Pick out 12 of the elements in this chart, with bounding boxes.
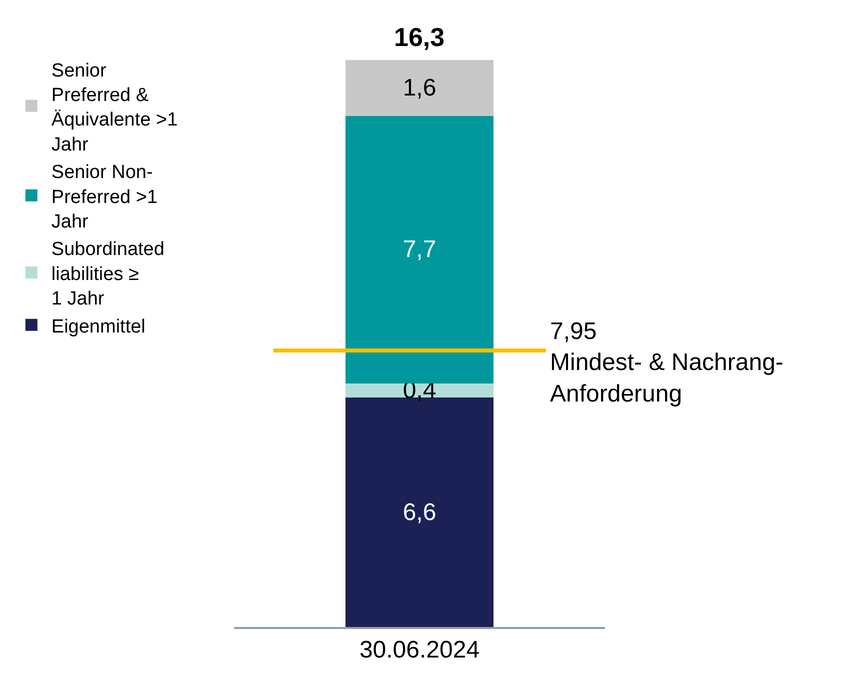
legend-label: Eigenmittel bbox=[51, 316, 146, 338]
bar bbox=[345, 116, 494, 384]
legend-label: Subordinated liabilities ≥ 1 Jahr bbox=[51, 239, 164, 310]
bar bbox=[345, 60, 494, 116]
ref-line-label: 7,95 Mindest- & Nachrang- Anforderung bbox=[550, 318, 784, 408]
legend-label: Senior Preferred & Äquivalente >1 Jahr bbox=[51, 60, 178, 156]
data-label: 6,6 bbox=[402, 498, 436, 526]
data-label: 7,7 bbox=[402, 236, 436, 264]
x-tick-label: 30.06.2024 bbox=[359, 636, 480, 664]
data-label: 1,6 bbox=[402, 74, 436, 102]
total-label: 16,3 bbox=[394, 22, 445, 52]
legend-label: Senior Non-Preferred >1 Jahr bbox=[51, 162, 158, 232]
